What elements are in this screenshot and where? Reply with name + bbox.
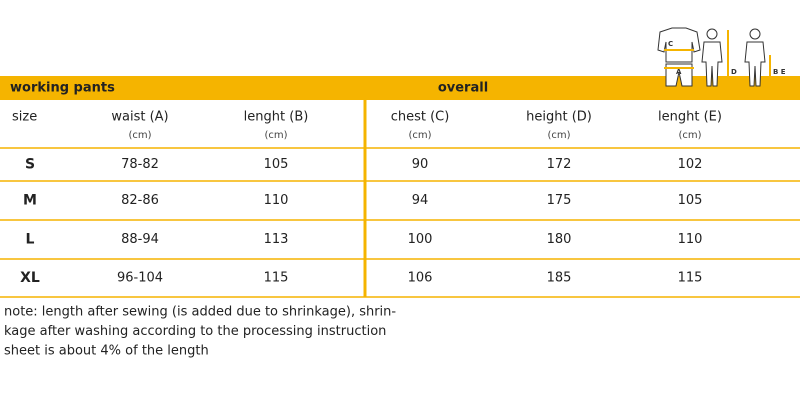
column-unit: (cm) bbox=[264, 130, 287, 141]
cell: 90 bbox=[412, 157, 429, 172]
column-header: waist (A) bbox=[111, 110, 168, 125]
column-header: chest (C) bbox=[391, 110, 450, 125]
header-left: working pants bbox=[10, 81, 115, 96]
cell: 100 bbox=[408, 232, 433, 247]
size-label: XL bbox=[20, 270, 40, 286]
header-bar bbox=[0, 76, 800, 100]
column-unit: (cm) bbox=[547, 130, 570, 141]
size-label: L bbox=[26, 232, 35, 248]
size-label: M bbox=[23, 193, 37, 209]
column-header: lenght (E) bbox=[658, 110, 722, 125]
column-unit: (cm) bbox=[128, 130, 151, 141]
column-header: height (D) bbox=[526, 110, 592, 125]
cell: 113 bbox=[264, 232, 289, 247]
figure-label: D bbox=[731, 68, 737, 76]
column-unit: (cm) bbox=[408, 130, 431, 141]
cell: 94 bbox=[412, 193, 429, 208]
size-label: S bbox=[25, 157, 35, 173]
column-header: lenght (B) bbox=[244, 110, 309, 125]
figure-label: B E bbox=[773, 68, 786, 76]
cell: 180 bbox=[547, 232, 572, 247]
figure-label: A bbox=[676, 68, 682, 76]
cell: 102 bbox=[678, 157, 703, 172]
cell: 105 bbox=[264, 157, 289, 172]
cell: 185 bbox=[547, 271, 572, 286]
cell: 110 bbox=[264, 193, 289, 208]
cell: 110 bbox=[678, 232, 703, 247]
cell: 82-86 bbox=[121, 193, 159, 208]
note-line: kage after washing according to the proc… bbox=[4, 324, 386, 339]
note-line: note: length after sewing (is added due … bbox=[4, 305, 396, 320]
cell: 105 bbox=[678, 193, 703, 208]
column-header: size bbox=[12, 110, 37, 125]
cell: 88-94 bbox=[121, 232, 159, 247]
cell: 115 bbox=[264, 271, 289, 286]
cell: 175 bbox=[547, 193, 572, 208]
cell: 78-82 bbox=[121, 157, 159, 172]
note-line: sheet is about 4% of the length bbox=[4, 344, 209, 359]
cell: 115 bbox=[678, 271, 703, 286]
cell: 106 bbox=[408, 271, 433, 286]
header-right: overall bbox=[438, 81, 488, 96]
size-figures bbox=[657, 27, 771, 87]
figure-label: C bbox=[668, 40, 673, 48]
column-unit: (cm) bbox=[678, 130, 701, 141]
cell: 96-104 bbox=[117, 271, 163, 286]
cell: 172 bbox=[547, 157, 572, 172]
